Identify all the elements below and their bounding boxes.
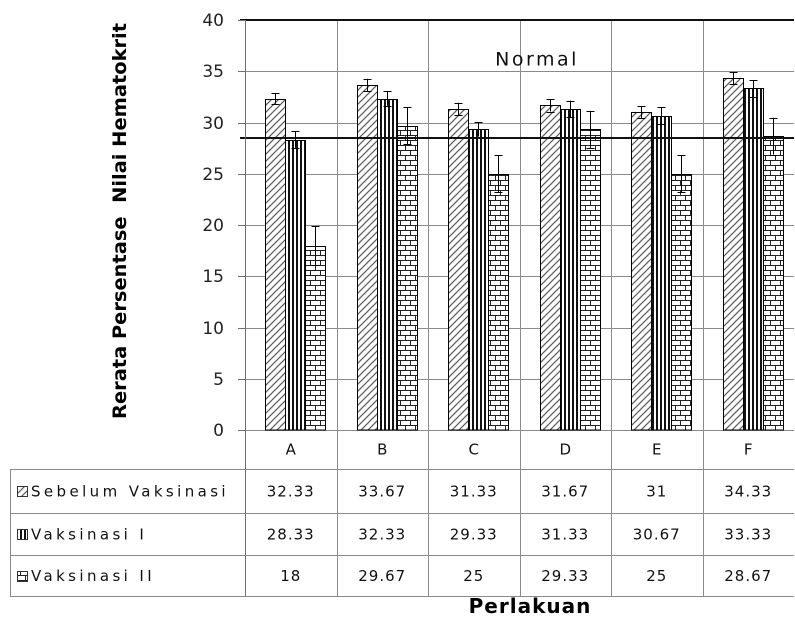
bar-c-sebelum-vaksinasi — [448, 109, 469, 431]
table-cell-value: 30.67 — [633, 526, 681, 544]
bar-c-vaksinasi-i — [468, 129, 489, 431]
table-cell-value: 31 — [646, 483, 667, 501]
table-cell-value: 28.33 — [267, 526, 315, 544]
normal-range-label: Normal — [495, 49, 579, 71]
error-bar-e-sebelum-vaksinasi — [637, 106, 646, 119]
table-cell-value: 29.33 — [450, 526, 498, 544]
bar-e-vaksinasi-ii — [671, 174, 692, 431]
series-label: Vaksinasi I — [31, 526, 147, 544]
y-tick-label: 0 — [213, 421, 224, 441]
bar-d-vaksinasi-i — [560, 109, 581, 431]
table-cell-value: 31.33 — [541, 526, 589, 544]
y-axis-title: Rerata Persentase Nilai Hematokrit — [109, 23, 131, 419]
table-cell-value: 32.33 — [358, 526, 406, 544]
y-tick-label: 15 — [202, 267, 224, 287]
error-bar-c-sebelum-vaksinasi — [454, 102, 463, 116]
table-cell-value: 32.33 — [267, 483, 315, 501]
bar-a-vaksinasi-ii — [305, 246, 326, 431]
y-axis: 0 5 10 15 20 25 30 35 40 — [202, 11, 246, 597]
category-label-c: C — [469, 441, 479, 459]
category-label-a: A — [286, 441, 297, 459]
table-cell-value: 31.33 — [450, 483, 498, 501]
bar-e-sebelum-vaksinasi — [631, 112, 652, 431]
y-tick-label: 25 — [202, 165, 224, 185]
error-bar-d-vaksinasi-ii — [586, 110, 595, 149]
bar-a-vaksinasi-i — [285, 140, 306, 431]
table-cell-value: 28.67 — [724, 567, 772, 585]
bar-a-sebelum-vaksinasi — [265, 99, 286, 431]
y-tick-label: 10 — [202, 319, 224, 339]
table-cell-value: 25 — [646, 567, 667, 585]
y-tick-label: 5 — [213, 370, 224, 390]
table-cell-value: 31.67 — [541, 483, 589, 501]
bar-d-vaksinasi-ii — [580, 129, 601, 431]
error-bar-e-vaksinasi-i — [657, 107, 666, 125]
category-label-d: D — [559, 441, 571, 459]
error-bar-b-sebelum-vaksinasi — [363, 78, 372, 92]
series-label: Vaksinasi II — [31, 567, 155, 585]
error-bar-d-sebelum-vaksinasi — [546, 99, 555, 113]
table-cell-value: 29.33 — [541, 567, 589, 585]
table-cell-value: 33.33 — [724, 526, 772, 544]
error-bar-d-vaksinasi-i — [566, 100, 575, 118]
y-tick-label: 20 — [202, 216, 224, 236]
gridlines — [245, 20, 794, 597]
table-row-vaksinasi-i: Vaksinasi I 28.33 32.33 29.33 31.33 30.67 33.3… — [17, 526, 772, 544]
error-bar-e-vaksinasi-ii — [677, 155, 686, 193]
series-label: Sebelum Vaksinasi — [31, 483, 229, 501]
bar-f-sebelum-vaksinasi — [723, 78, 744, 431]
table-cell-value: 18 — [280, 567, 301, 585]
bar-d-sebelum-vaksinasi — [540, 105, 561, 431]
normal-range-lines — [240, 19, 794, 139]
x-axis-title: Perlakuan — [469, 594, 592, 618]
bars — [265, 78, 784, 431]
error-bar-c-vaksinasi-ii — [494, 155, 503, 193]
bar-c-vaksinasi-ii — [488, 174, 509, 431]
bar-e-vaksinasi-i — [651, 116, 672, 431]
error-bar-a-vaksinasi-i — [291, 131, 300, 149]
bar-b-vaksinasi-ii — [397, 126, 418, 431]
diagonal-hatch-swatch-icon — [17, 486, 28, 497]
error-bar-f-vaksinasi-i — [749, 80, 758, 98]
category-label-e: E — [652, 441, 661, 459]
error-bar-b-vaksinasi-i — [383, 91, 392, 107]
table-cell-value: 25 — [463, 567, 484, 585]
table-cell-value: 33.67 — [358, 483, 406, 501]
bar-f-vaksinasi-ii — [763, 136, 784, 431]
error-bars — [271, 71, 778, 266]
error-bar-a-sebelum-vaksinasi — [271, 93, 280, 105]
error-bar-f-sebelum-vaksinasi — [729, 71, 738, 85]
y-tick-label: 40 — [202, 11, 224, 31]
table-cell-value: 34.33 — [724, 483, 772, 501]
brick-swatch-icon — [17, 571, 28, 582]
table-row-vaksinasi-ii: Vaksinasi II 18 29.67 25 29.33 25 28.67 — [17, 567, 772, 585]
vertical-lines-swatch-icon — [17, 529, 28, 540]
category-label-b: B — [377, 441, 387, 459]
y-tick-label: 30 — [202, 114, 224, 134]
table-cell-value: 29.67 — [358, 567, 406, 585]
bar-f-vaksinasi-i — [743, 88, 764, 431]
table-row-sebelum-vaksinasi: Sebelum Vaksinasi 32.33 33.67 31.33 31.67 31 3… — [17, 483, 772, 501]
y-tick-label: 35 — [202, 62, 224, 82]
data-table: A B C D E F Sebelum Vaksinasi 32.33 33.67 31.33 31… — [10, 441, 794, 597]
error-bar-f-vaksinasi-ii — [769, 117, 778, 156]
error-bar-a-vaksinasi-ii — [311, 226, 320, 266]
bar-b-vaksinasi-i — [377, 99, 398, 431]
category-label-f: F — [744, 441, 753, 459]
